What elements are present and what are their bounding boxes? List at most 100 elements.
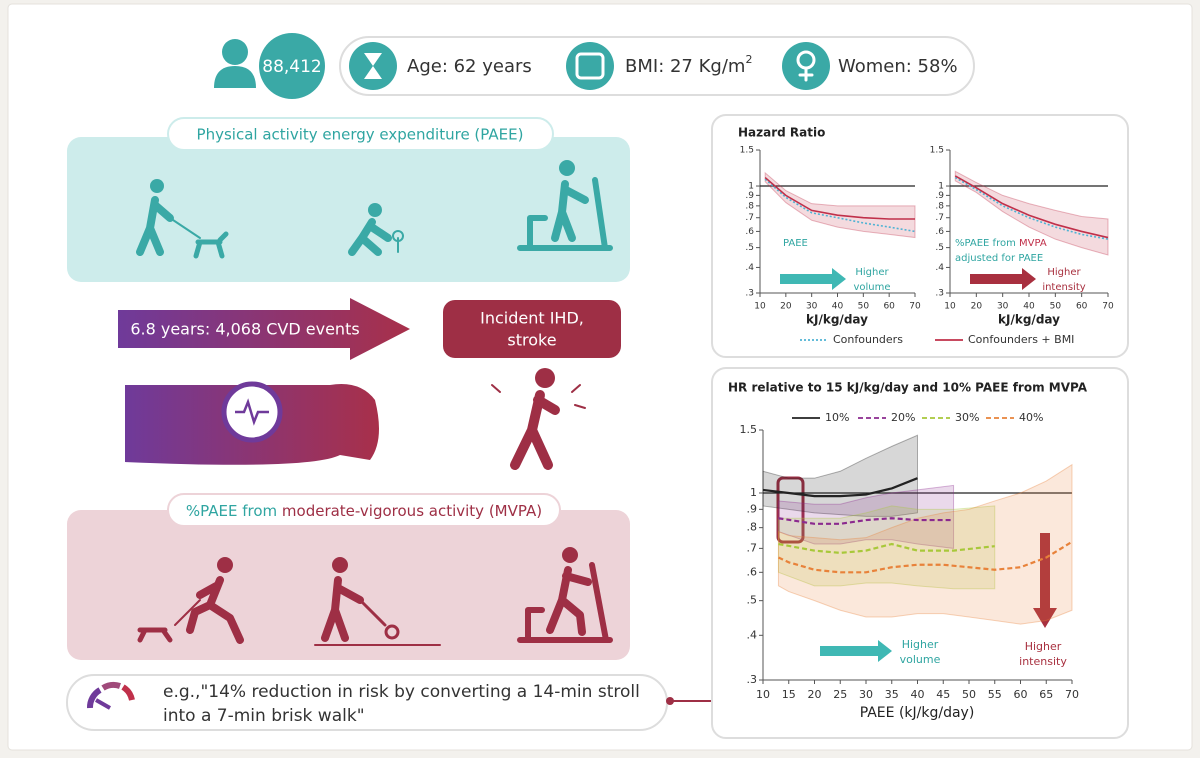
followup-arrow (118, 298, 410, 360)
followup-text: 6.8 years: 4,068 CVD events (130, 320, 359, 339)
y-tick-label: .4 (747, 628, 758, 641)
female-symbol (796, 50, 816, 82)
red-figures (137, 547, 613, 646)
outcome-line: Incident IHD, (480, 309, 584, 328)
y-tick-label: 1 (748, 182, 754, 192)
gauge-icon (87, 681, 135, 710)
series-line (954, 176, 1109, 240)
legend-label: 30% (955, 411, 979, 424)
x-axis-label: PAEE (kJ/kg/day) (860, 705, 975, 721)
mvpa-title: %PAEE from moderate-vigorous activity (M… (186, 502, 542, 520)
confidence-band (764, 171, 916, 239)
bmi-superscript: 2 (745, 53, 752, 66)
confidence-band (777, 484, 955, 549)
annotation: Higher (1025, 640, 1062, 653)
legend-label: 20% (891, 411, 915, 424)
x-tick-label: 10 (944, 302, 956, 312)
x-tick-label: 20 (971, 302, 983, 312)
annotation: Higher (902, 638, 939, 651)
x-tick-label: 30 (806, 302, 818, 312)
annotation: volume (853, 282, 890, 293)
y-tick-label: .5 (935, 243, 944, 253)
sick-figure (491, 368, 586, 470)
count-circle (259, 33, 325, 99)
paee-title: Physical activity energy expenditure (PA… (197, 126, 524, 144)
series-line (762, 477, 918, 498)
reference-highlight (776, 476, 805, 544)
x-tick-label: 50 (962, 688, 976, 701)
intensity-arrow (970, 268, 1036, 290)
y-tick-label: .7 (747, 541, 758, 554)
x-tick-label: 60 (1014, 688, 1028, 701)
legend-label: Confounders + BMI (968, 333, 1074, 346)
outcome-line: stroke (507, 331, 556, 350)
y-tick-label: .7 (745, 213, 754, 223)
series-line (778, 517, 954, 525)
annotation: adjusted for PAEE (955, 253, 1043, 264)
confidence-band (777, 463, 1073, 625)
bmi-text: BMI: 27 Kg/m (625, 56, 745, 77)
y-tick-label: .9 (935, 191, 944, 201)
x-tick-label: 40 (1023, 302, 1035, 312)
annotation: intensity (1042, 282, 1085, 293)
x-tick-label: 40 (911, 688, 925, 701)
y-tick-label: 1 (938, 182, 944, 192)
hazard-card (711, 114, 1129, 358)
female-icon (782, 42, 830, 90)
x-tick-label: 60 (1076, 302, 1088, 312)
annotation: Higher (855, 267, 889, 278)
heartbeat (235, 398, 269, 426)
annotation: volume (900, 653, 941, 666)
mvpa-title-part: %PAEE from (186, 502, 277, 520)
y-tick-label: .8 (745, 201, 754, 211)
scale-shape (575, 52, 605, 80)
bmi-stat: BMI: 27 Kg/m2 (625, 53, 752, 77)
paee-label-pill (167, 117, 554, 151)
series-line (764, 176, 915, 220)
x-tick-label: 60 (883, 302, 895, 312)
y-tick-label: .3 (745, 289, 754, 299)
paee-panel (67, 137, 630, 282)
annotation: Higher (1047, 267, 1081, 278)
x-axis-label: kJ/kg/day (998, 313, 1060, 327)
x-tick-label: 25 (833, 688, 847, 701)
x-tick-label: 70 (909, 302, 921, 312)
annotation: PAEE (783, 238, 808, 249)
x-tick-label: 65 (1039, 688, 1053, 701)
x-tick-label: 10 (756, 688, 770, 701)
outcome-box (443, 300, 621, 358)
y-tick-label: .8 (935, 201, 944, 211)
legend-label: 10% (825, 411, 849, 424)
y-tick-label: .3 (935, 289, 944, 299)
scale-icon (566, 42, 614, 90)
chart-title: HR relative to 15 kJ/kg/day and 10% PAEE… (728, 381, 1088, 395)
series-line (778, 542, 995, 554)
age-stat: Age: 62 years (407, 56, 532, 77)
x-tick-label: 20 (780, 302, 792, 312)
mvpa-title-part: moderate-vigorous activity (MVPA) (282, 502, 542, 520)
y-tick-label: .9 (747, 502, 758, 515)
volume-arrow (780, 268, 846, 290)
x-tick-label: 40 (832, 302, 844, 312)
y-tick-label: .8 (747, 521, 758, 534)
series-line (954, 175, 1109, 239)
example-line: e.g.,"14% reduction in risk by convertin… (163, 682, 640, 702)
annotation-part: MVPA (1019, 238, 1047, 249)
legend-label: Confounders (833, 333, 903, 346)
y-tick-label: 1 (750, 486, 757, 499)
y-tick-label: 1.5 (740, 146, 754, 156)
x-tick-label: 30 (859, 688, 873, 701)
x-axis-label: kJ/kg/day (806, 313, 868, 327)
y-tick-label: .6 (935, 227, 944, 237)
y-tick-label: .9 (745, 191, 754, 201)
x-tick-label: 20 (808, 688, 822, 701)
legend-label: 40% (1019, 411, 1043, 424)
x-tick-label: 30 (997, 302, 1009, 312)
relative-hr-card (711, 367, 1129, 739)
annotation: %PAEE from MVPA (955, 238, 1047, 249)
intensity-arrow (1033, 533, 1057, 628)
x-tick-label: 70 (1065, 688, 1079, 701)
annotation: intensity (1019, 655, 1067, 668)
confidence-band (762, 434, 918, 517)
